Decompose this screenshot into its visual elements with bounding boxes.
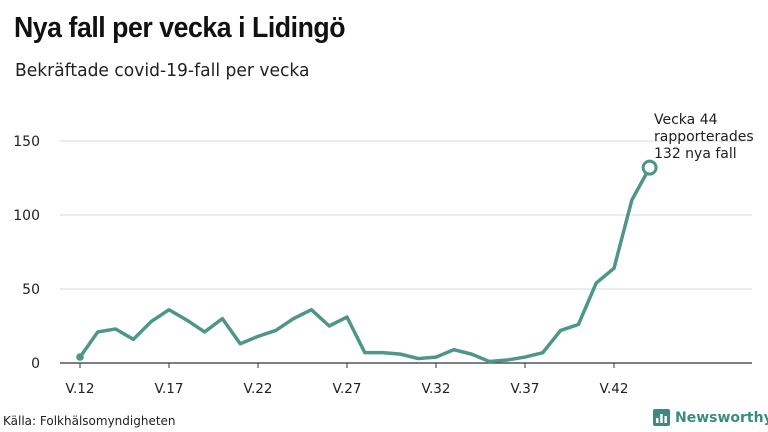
y-tick-label: 150 [13,134,40,150]
x-tick-label: V.12 [66,381,95,397]
y-tick-label: 100 [13,208,40,224]
start-point [76,353,84,361]
y-axis-tick-labels: 0 50 100 150 [13,134,40,372]
x-tick-label: V.27 [333,381,362,397]
chart-subtitle: Bekräftade covid-19-fall per vecka [15,60,310,81]
x-axis-tick-labels: V.12 V.17 V.22 V.27 V.32 V.37 V.42 [66,363,629,397]
x-tick-label: V.37 [511,381,540,397]
annotation-line: 132 nya fall [654,146,737,162]
chart-title: Nya fall per vecka i Lidingö [14,12,346,44]
brand-logo: Newsworthy [653,409,768,426]
brand-name: Newsworthy [675,409,768,426]
x-tick-label: V.42 [600,381,629,397]
y-tick-label: 50 [22,282,40,298]
x-tick-label: V.32 [422,381,451,397]
annotation-line: Vecka 44 [654,112,718,128]
annotation-line: rapporterades [654,129,754,145]
end-point-marker [641,159,658,176]
y-tick-label: 0 [31,356,40,372]
series-line [78,165,652,364]
data-series [76,159,658,364]
source-note: Källa: Folkhälsomyndigheten [3,414,176,428]
x-tick-label: V.17 [155,381,184,397]
bar-chart-logo-icon [653,409,670,426]
x-tick-label: V.22 [244,381,273,397]
gridlines [60,140,752,290]
